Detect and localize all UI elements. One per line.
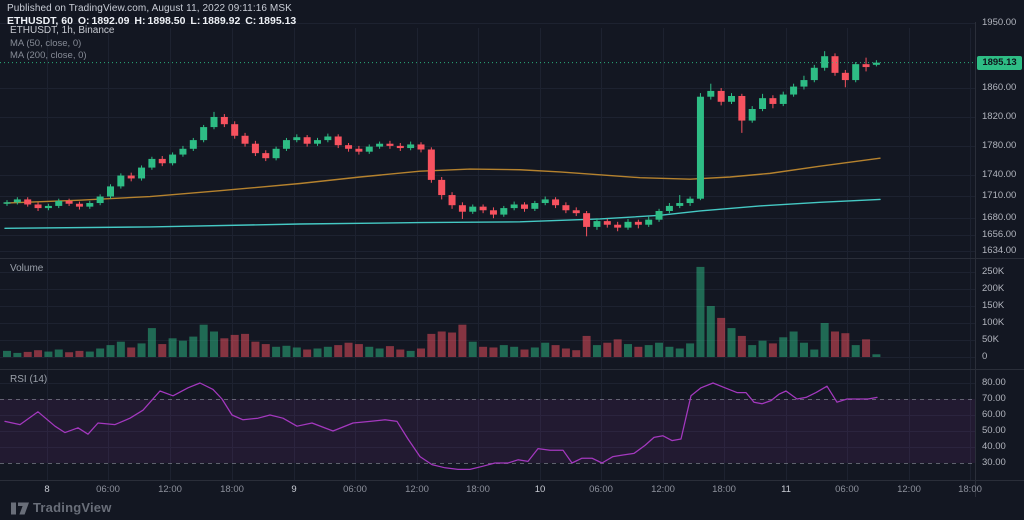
rsi-axis-label: 80.00	[982, 377, 1006, 388]
ohlc-close-value: 1895.13	[258, 15, 297, 27]
legend-ma50: MA (50, close, 0)	[10, 37, 82, 49]
time-axis-label: 12:00	[158, 484, 182, 495]
time-axis-label: 18:00	[220, 484, 244, 495]
ohlc-open-value: 1892.09	[91, 15, 130, 27]
price-scale[interactable]	[975, 28, 1024, 480]
ohlc-low-key: L:	[190, 15, 201, 27]
time-axis-label: 11	[781, 484, 791, 495]
time-axis-label: 18:00	[958, 484, 982, 495]
time-axis-label: 12:00	[897, 484, 921, 495]
rsi-axis-label: 40.00	[982, 441, 1006, 452]
price-axis-label: 1820.00	[982, 111, 1017, 122]
chart-plot-area[interactable]	[0, 28, 975, 480]
legend-symbol: ETHUSDT, 1h, Binance	[10, 25, 115, 36]
rsi-pane-label: RSI (14)	[10, 374, 48, 385]
volume-axis-label: 50K	[982, 334, 999, 345]
time-axis-label: 9	[291, 484, 297, 495]
price-axis-label: 1860.00	[982, 82, 1017, 93]
time-axis-label: 18:00	[712, 484, 736, 495]
time-axis-label: 06:00	[835, 484, 859, 495]
volume-axis-label: 0	[982, 351, 988, 362]
price-axis-label: 1950.00	[982, 17, 1017, 28]
volume-axis-label: 250K	[982, 266, 1005, 277]
ohlc-close-key: C:	[245, 15, 257, 27]
rsi-axis-label: 70.00	[982, 393, 1006, 404]
time-axis-label: 10	[534, 484, 546, 495]
chart-legend: ETHUSDT, 1h, Binance MA (50, close, 0) M…	[10, 25, 115, 62]
published-line: Published on TradingView.com, August 11,…	[7, 3, 292, 14]
time-axis-label: 06:00	[589, 484, 613, 495]
volume-axis-label: 150K	[982, 300, 1005, 311]
symbol-interval: ETHUSDT, 60	[7, 15, 73, 27]
volume-axis-label: 200K	[982, 283, 1005, 294]
ohlc-low-value: 1889.92	[202, 15, 241, 27]
ohlc-high-key: H:	[134, 15, 146, 27]
price-axis-label: 1656.00	[982, 229, 1017, 240]
time-axis-label: 8	[44, 484, 50, 495]
price-axis-label: 1740.00	[982, 169, 1017, 180]
ohlc-open-key: O:	[77, 15, 90, 27]
price-axis-label: 1780.00	[982, 140, 1017, 151]
ohlc-high-value: 1898.50	[147, 15, 186, 27]
time-axis-label: 12:00	[405, 484, 429, 495]
price-axis-label: 1710.00	[982, 190, 1017, 201]
rsi-axis-label: 50.00	[982, 425, 1006, 436]
time-axis-label: 06:00	[343, 484, 367, 495]
legend-ma200: MA (200, close, 0)	[10, 50, 87, 61]
ohlc-line: ETHUSDT, 60 O: 1892.09 H: 1898.50 L: 1889.9…	[7, 15, 298, 27]
volume-axis-label: 100K	[982, 317, 1005, 328]
price-axis-label: 1680.00	[982, 212, 1017, 223]
time-axis-label: 06:00	[96, 484, 120, 495]
tradingview-brand-text[interactable]: TradingView	[33, 500, 112, 515]
rsi-axis-label: 30.00	[982, 457, 1006, 468]
volume-pane-label: Volume	[10, 263, 44, 274]
time-axis-label: 12:00	[651, 484, 675, 495]
time-axis-label: 18:00	[466, 484, 490, 495]
rsi-axis-label: 60.00	[982, 409, 1006, 420]
time-scale[interactable]	[0, 480, 975, 497]
price-axis-label: 1634.00	[982, 245, 1017, 256]
last-price-tag: 1895.13	[977, 56, 1022, 70]
tradingview-logo-icon[interactable]	[10, 501, 30, 516]
